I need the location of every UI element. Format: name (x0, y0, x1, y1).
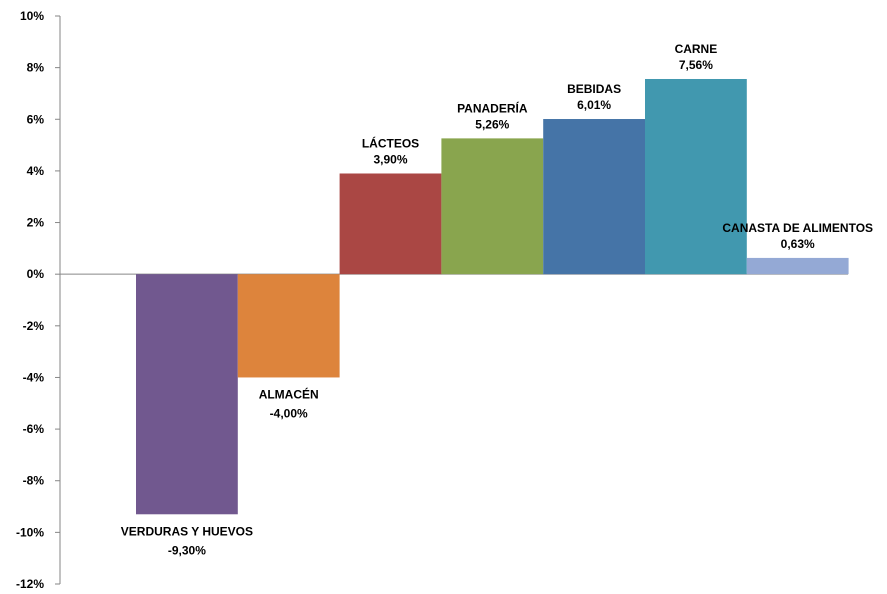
y-tick-label: 6% (27, 112, 45, 126)
value-label: 6,01% (577, 98, 611, 112)
y-tick-label: 4% (27, 164, 45, 178)
category-label: BEBIDAS (567, 82, 621, 96)
category-label: CARNE (675, 42, 718, 56)
bar (543, 119, 645, 275)
category-label: VERDURAS Y HUEVOS (121, 524, 253, 538)
value-label: 3,90% (373, 152, 407, 166)
y-tick-label: -8% (23, 474, 45, 488)
value-label: 7,56% (679, 58, 713, 72)
y-tick-label: 8% (27, 61, 45, 75)
value-label: 0,63% (781, 237, 815, 251)
value-label: -4,00% (270, 406, 308, 420)
y-tick-label: -6% (23, 422, 45, 436)
bar (136, 274, 238, 515)
bar (237, 274, 340, 378)
y-tick-label: -12% (16, 577, 44, 591)
y-tick-label: -2% (23, 319, 45, 333)
value-label: -9,30% (168, 543, 206, 557)
category-label: ALMACÉN (259, 386, 319, 401)
bar (746, 257, 849, 275)
y-tick-label: -4% (23, 370, 45, 384)
category-label: CANASTA DE ALIMENTOS (722, 221, 873, 235)
bar (339, 173, 442, 275)
y-tick-label: 10% (20, 9, 44, 23)
value-label: 5,26% (475, 117, 509, 131)
category-label: PANADERÍA (457, 100, 528, 115)
y-tick-label: 0% (27, 267, 45, 281)
y-tick-label: 2% (27, 216, 45, 230)
y-tick-label: -10% (16, 525, 44, 539)
category-label: LÁCTEOS (362, 135, 419, 150)
bar (645, 78, 747, 275)
bar (441, 138, 544, 275)
